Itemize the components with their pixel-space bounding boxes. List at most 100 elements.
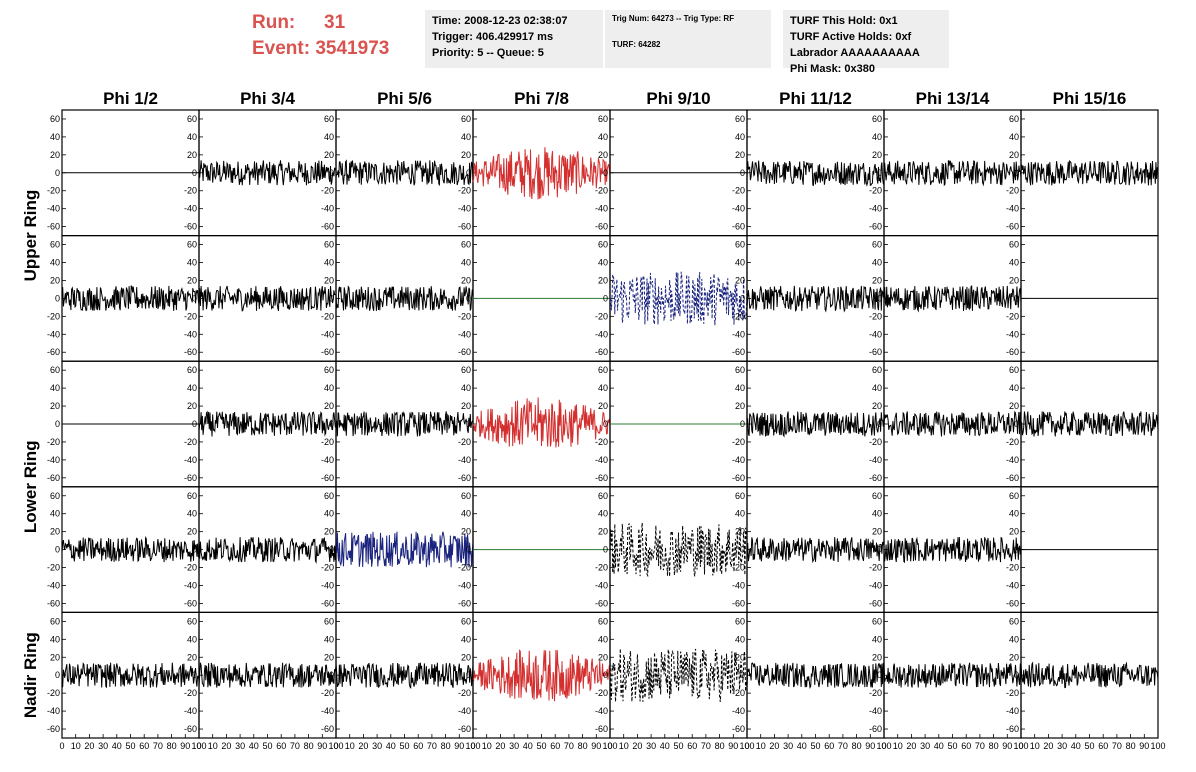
y-tick-label: -20 (321, 688, 334, 698)
y-tick-label: -60 (321, 222, 334, 232)
time-info-box: Time: 2008-12-23 02:38:07 Trigger: 406.4… (425, 10, 603, 68)
y-tick-label: 20 (735, 652, 745, 662)
y-tick-label: -40 (458, 706, 471, 716)
y-tick-label: 40 (1009, 132, 1019, 142)
waveform-trace (61, 535, 200, 563)
x-tick-label: 10 (345, 741, 355, 751)
y-tick-label: -20 (458, 563, 471, 573)
y-tick-label: -40 (321, 580, 334, 590)
y-tick-label: -20 (321, 311, 334, 321)
x-tick-label: 20 (84, 741, 94, 751)
x-tick-label: 90 (728, 741, 738, 751)
phi-mask-line: Phi Mask: 0x380 (790, 63, 875, 75)
x-tick-label: 90 (1002, 741, 1012, 751)
y-tick-label: 40 (187, 258, 197, 268)
y-tick-label: 60 (598, 491, 608, 501)
waveform-trace (335, 285, 474, 312)
waveform-trace (1020, 411, 1159, 437)
y-tick-label: 0 (603, 545, 608, 555)
x-tick-label: 60 (1098, 741, 1108, 751)
y-tick-label: 20 (50, 275, 60, 285)
y-tick-label: -60 (321, 473, 334, 483)
y-tick-label: 0 (603, 293, 608, 303)
x-tick-label: 90 (865, 741, 875, 751)
y-tick-label: -20 (732, 311, 745, 321)
y-tick-label: -60 (595, 222, 608, 232)
y-tick-label: -20 (1006, 688, 1019, 698)
y-tick-label: 60 (735, 365, 745, 375)
y-tick-label: -60 (1006, 724, 1019, 734)
y-tick-label: -60 (595, 598, 608, 608)
y-tick-label: -60 (732, 347, 745, 357)
column-label: Phi 13/14 (916, 89, 990, 108)
y-tick-label: 40 (324, 258, 334, 268)
y-tick-label: 20 (187, 527, 197, 537)
y-tick-label: 20 (1009, 150, 1019, 160)
y-tick-label: 0 (740, 419, 745, 429)
y-tick-label: 0 (740, 545, 745, 555)
x-tick-label: 0 (470, 741, 475, 751)
waveform-trace (746, 662, 885, 689)
y-tick-label: 20 (50, 150, 60, 160)
y-tick-label: 60 (187, 616, 197, 626)
y-tick-label: -40 (184, 455, 197, 465)
y-tick-label: -20 (47, 437, 60, 447)
x-tick-label: 80 (1126, 741, 1136, 751)
y-tick-label: 0 (877, 293, 882, 303)
y-tick-label: -40 (869, 455, 882, 465)
y-tick-label: 60 (872, 114, 882, 124)
y-tick-label: 0 (740, 670, 745, 680)
y-tick-label: -40 (1006, 706, 1019, 716)
y-tick-label: -60 (595, 724, 608, 734)
y-tick-label: 60 (50, 616, 60, 626)
x-tick-label: 0 (196, 741, 201, 751)
y-tick-label: 0 (1014, 419, 1019, 429)
y-tick-label: -20 (184, 437, 197, 447)
y-tick-label: 60 (461, 616, 471, 626)
y-tick-label: 0 (192, 670, 197, 680)
x-tick-label: 60 (550, 741, 560, 751)
y-tick-label: -40 (321, 706, 334, 716)
x-tick-label: 60 (139, 741, 149, 751)
y-tick-label: 0 (466, 168, 471, 178)
y-tick-label: -60 (869, 724, 882, 734)
y-tick-label: 40 (872, 509, 882, 519)
y-tick-label: 0 (877, 168, 882, 178)
y-tick-label: -40 (321, 455, 334, 465)
x-tick-label: 0 (59, 741, 64, 751)
y-tick-label: -20 (458, 437, 471, 447)
y-tick-label: 40 (324, 634, 334, 644)
y-tick-label: 0 (1014, 293, 1019, 303)
y-tick-label: -20 (184, 311, 197, 321)
x-tick-label: 30 (509, 741, 519, 751)
x-tick-label: 0 (607, 741, 612, 751)
y-tick-label: 60 (872, 365, 882, 375)
y-tick-label: 20 (872, 275, 882, 285)
y-tick-label: 20 (598, 652, 608, 662)
y-tick-label: 0 (55, 168, 60, 178)
y-tick-label: -60 (47, 473, 60, 483)
y-tick-label: 60 (461, 365, 471, 375)
y-tick-label: 0 (329, 670, 334, 680)
x-tick-label: 50 (673, 741, 683, 751)
y-tick-label: -60 (732, 473, 745, 483)
y-tick-label: 20 (324, 527, 334, 537)
y-tick-label: -60 (47, 347, 60, 357)
x-tick-label: 40 (660, 741, 670, 751)
y-tick-label: 40 (50, 258, 60, 268)
y-tick-label: 60 (50, 365, 60, 375)
y-tick-label: 60 (1009, 114, 1019, 124)
y-tick-label: -60 (47, 222, 60, 232)
x-tick-label: 90 (454, 741, 464, 751)
y-tick-label: 60 (598, 365, 608, 375)
y-tick-label: 20 (598, 150, 608, 160)
y-tick-label: 40 (1009, 634, 1019, 644)
y-tick-label: -60 (47, 598, 60, 608)
y-tick-label: -20 (869, 437, 882, 447)
waveform-trace (746, 536, 885, 564)
x-tick-label: 100 (328, 741, 343, 751)
y-tick-label: 20 (324, 401, 334, 411)
y-tick-label: 20 (461, 652, 471, 662)
y-tick-label: 40 (735, 258, 745, 268)
x-tick-label: 10 (208, 741, 218, 751)
